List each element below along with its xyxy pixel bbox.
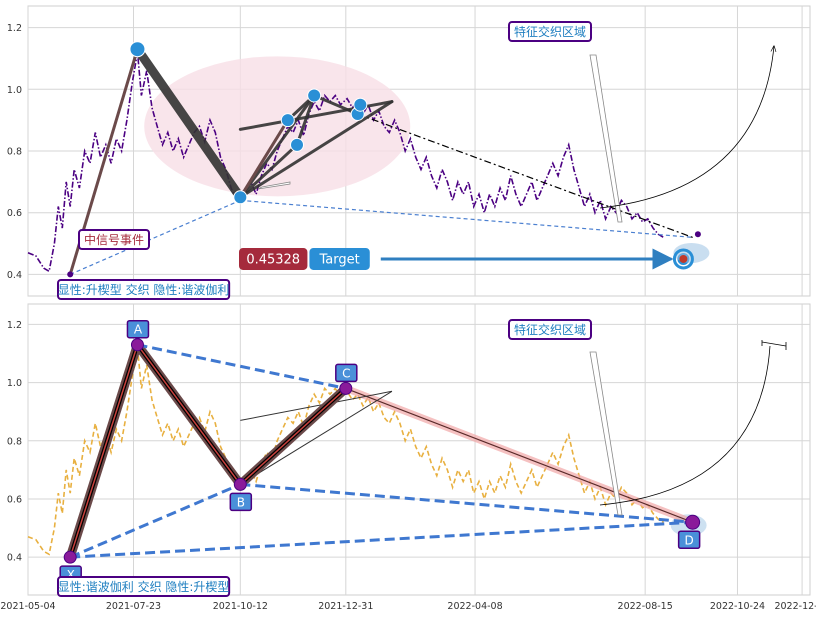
- pivot-node-marker: [290, 137, 305, 152]
- target-label: Target: [318, 253, 359, 268]
- harmonic-point-marker: [130, 338, 144, 352]
- endpoint-marker: [694, 231, 701, 238]
- wave-line: [312, 93, 360, 116]
- x-tick-label: 2022-12-12: [774, 601, 816, 612]
- harmonic-point-marker: [339, 381, 353, 395]
- y-tick-label: 0.8: [7, 147, 22, 158]
- y-tick-label: 0.6: [7, 494, 22, 505]
- harmonic-point-marker: [685, 514, 701, 530]
- projection-bracket: [761, 340, 787, 350]
- harmonic-point-marker: [63, 550, 77, 564]
- pattern-note-label: 显性:升楔型 交织 隐性:谐波伽利: [58, 282, 230, 297]
- projection-curve: [599, 345, 771, 506]
- wave-line: [238, 143, 299, 199]
- point-label-box: [335, 363, 358, 383]
- pivot-node-marker: [280, 113, 295, 128]
- x-tick-label: 2021-05-04: [0, 601, 55, 612]
- event-label-box: [78, 229, 150, 250]
- y-tick-label: 0.6: [7, 208, 22, 219]
- target-center-marker: [679, 254, 688, 263]
- point-label-box: [229, 492, 253, 512]
- zone-label: 特征交织区域: [514, 24, 586, 39]
- pattern-note-label: 显性:谐波伽利 交织 隐性:升楔型: [58, 579, 230, 594]
- wave-line: [295, 93, 316, 147]
- wave-line: [238, 100, 394, 199]
- zone-callout-arrow: [589, 54, 623, 223]
- x-tick-label: 2021-10-12: [213, 601, 268, 612]
- harmonic-dashed-connector: [70, 520, 693, 559]
- projection-curve-arrow: [599, 46, 774, 209]
- y-tick-label: 0.4: [7, 270, 22, 281]
- pattern-note-label-box: [57, 279, 231, 300]
- point-label-box: [677, 530, 701, 549]
- wave-line: [132, 44, 245, 202]
- dashed-link-line: [69, 199, 241, 275]
- wedge-line: [240, 390, 393, 421]
- harmonic-dashed-connector: [137, 343, 347, 390]
- point-label-a: A: [134, 323, 143, 337]
- harmonic-dashed-connector: [240, 482, 693, 524]
- dashed-link-line: [240, 199, 693, 238]
- harmonic-leg-core: [239, 387, 347, 485]
- harmonic-leg-core: [136, 344, 241, 485]
- pivot-node-marker: [129, 41, 146, 58]
- pattern-note-label-box: [57, 576, 231, 597]
- x-tick-label: 2022-04-08: [447, 601, 502, 612]
- wedge-line: [240, 390, 393, 485]
- target-ring-marker: [672, 248, 694, 270]
- point-label-box: [126, 319, 150, 339]
- zone-label-box: [508, 319, 592, 340]
- price-tag-label: 0.45328: [246, 253, 300, 268]
- harmonic-point-marker: [233, 477, 247, 491]
- y-tick-label: 1.2: [7, 320, 22, 331]
- pattern-start-marker: [67, 271, 74, 278]
- pivot-node-marker: [353, 97, 368, 112]
- y-tick-label: 0.8: [7, 436, 22, 447]
- pattern-line: [239, 119, 290, 199]
- event-label: 中信号事件: [84, 232, 144, 247]
- y-tick-label: 0.4: [7, 553, 22, 564]
- point-label-d: D: [685, 533, 694, 547]
- x-tick-label: 2021-07-23: [106, 601, 161, 612]
- pointer-arrow: [257, 181, 291, 190]
- harmonic-dashed-connector: [69, 483, 241, 559]
- x-tick-label: 2022-10-24: [710, 601, 765, 612]
- x-tick-label: 2022-08-15: [618, 601, 673, 612]
- price-tag-label-box: [239, 247, 308, 270]
- y-tick-label: 1.0: [7, 378, 22, 389]
- price-series-line: [27, 52, 665, 273]
- point-label-b: B: [237, 495, 245, 509]
- wave-line: [238, 93, 316, 199]
- zone-label: 特征交织区域: [514, 322, 586, 337]
- harmonic-leg-core: [69, 344, 139, 558]
- point-label-x: X: [67, 568, 75, 582]
- top-panel: 0.4 0.6 0.8 1.0 1.2 0.45328 Target 特征交织区域中信号事件显…: [7, 5, 811, 300]
- zone-callout-arrow: [589, 351, 623, 516]
- pivot-node-marker: [307, 88, 322, 103]
- point-label-c: C: [342, 366, 350, 380]
- x-tick-label: 2021-12-31: [318, 601, 373, 612]
- y-tick-label: 1.0: [7, 85, 22, 96]
- pivot-node-marker: [233, 190, 248, 205]
- y-tick-label: 1.2: [7, 23, 22, 34]
- target-label-box: [309, 247, 370, 270]
- zone-label-box: [508, 21, 592, 42]
